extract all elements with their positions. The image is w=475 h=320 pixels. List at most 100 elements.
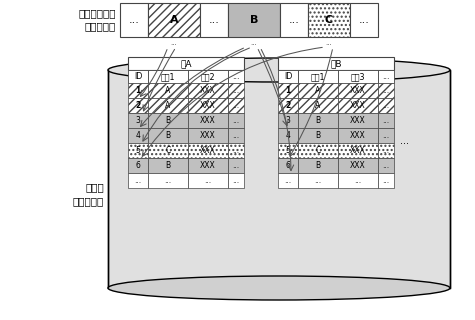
Bar [378,70,394,83]
Text: ...: ... [382,101,389,110]
Text: B: B [315,161,321,170]
Bar [378,143,394,158]
Text: ...: ... [232,86,239,95]
Bar [108,70,450,288]
Bar [338,143,378,158]
Text: C: C [315,146,321,155]
Text: ...: ... [129,15,140,25]
Bar [148,128,188,143]
Text: 2: 2 [135,101,141,110]
Bar [148,3,200,37]
Bar [228,173,244,188]
Bar [378,98,394,113]
Text: XXX: XXX [200,161,216,170]
Bar [228,83,244,98]
Text: ...: ... [359,15,370,25]
Ellipse shape [108,58,450,82]
Text: XXX: XXX [350,161,366,170]
Text: A: A [170,15,178,25]
Bar [298,143,338,158]
Text: ID: ID [284,72,292,81]
Bar [378,128,394,143]
Bar [128,57,244,70]
Text: ...: ... [382,86,389,95]
Text: XXX: XXX [350,86,366,95]
Text: ...: ... [204,176,211,185]
Bar [228,3,280,37]
Bar [148,98,188,113]
Text: A: A [315,101,321,110]
Text: ...: ... [232,161,239,170]
Text: ...: ... [232,72,240,81]
Bar [228,98,244,113]
Text: ...: ... [285,176,292,185]
Text: 3: 3 [135,116,141,125]
Text: A: A [315,86,321,95]
Bar [278,158,298,173]
Bar [228,143,244,158]
Text: XXX: XXX [350,101,366,110]
Bar [148,113,188,128]
Text: 1: 1 [135,86,141,95]
Text: ID: ID [134,72,142,81]
Bar [278,128,298,143]
Text: ...: ... [382,176,389,185]
Text: XXX: XXX [200,146,216,155]
Bar [278,70,298,83]
Bar [338,70,378,83]
Bar [128,83,148,98]
Bar [188,158,228,173]
Text: ...: ... [134,176,142,185]
Text: ...: ... [232,176,239,185]
Text: 属性1: 属性1 [311,72,325,81]
Text: 表B: 表B [330,59,342,68]
Bar [148,143,188,158]
Bar [278,98,298,113]
Text: 4: 4 [285,131,290,140]
Bar [378,173,394,188]
Text: 4: 4 [135,131,141,140]
Text: XXX: XXX [200,116,216,125]
Text: ...: ... [232,116,239,125]
Bar [298,70,338,83]
Bar [278,83,298,98]
Text: 3: 3 [285,116,290,125]
Text: （数据库）: （数据库） [73,196,104,206]
Bar [280,3,308,37]
Text: ...: ... [354,176,361,185]
Text: 基本数据单元: 基本数据单元 [78,8,116,18]
Text: ...: ... [382,161,389,170]
Text: B: B [165,131,171,140]
Text: ...: ... [232,101,239,110]
Text: ...: ... [164,176,171,185]
Text: ...: ... [382,72,390,81]
Text: 5: 5 [135,146,141,155]
Text: 属性1: 属性1 [161,72,175,81]
Text: ...: ... [382,146,389,155]
Bar [128,98,148,113]
Text: A: A [165,86,171,95]
Bar [278,143,298,158]
Text: ...: ... [326,40,332,46]
Text: （逻辑上）: （逻辑上） [85,21,116,31]
Bar [228,113,244,128]
Bar [298,113,338,128]
Text: 6: 6 [285,161,290,170]
Bar [188,173,228,188]
Text: XXX: XXX [200,86,216,95]
Bar [338,173,378,188]
Text: 2: 2 [285,101,291,110]
Text: XXX: XXX [350,116,366,125]
Text: C: C [165,146,171,155]
Text: ...: ... [171,40,177,46]
Bar [128,70,148,83]
Text: B: B [315,131,321,140]
Text: ...: ... [209,15,219,25]
Bar [148,83,188,98]
Bar [148,70,188,83]
Text: ...: ... [382,116,389,125]
Text: B: B [250,15,258,25]
Text: XXX: XXX [350,146,366,155]
Bar [338,83,378,98]
Bar [338,158,378,173]
